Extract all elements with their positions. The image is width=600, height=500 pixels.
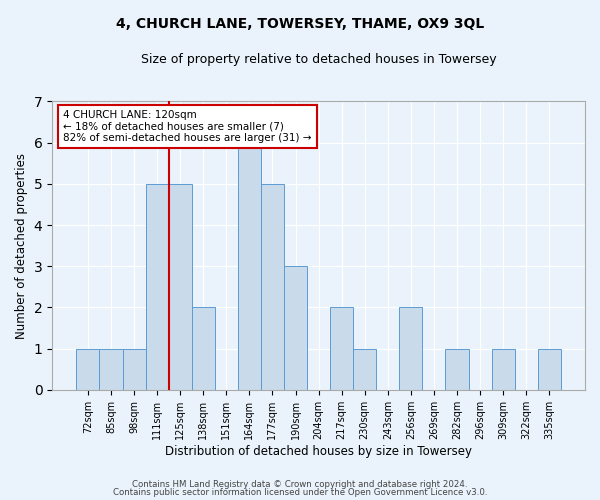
Bar: [146, 184, 169, 390]
Bar: [445, 348, 469, 390]
Text: Contains public sector information licensed under the Open Government Licence v3: Contains public sector information licen…: [113, 488, 487, 497]
Bar: [400, 308, 422, 390]
Bar: [122, 348, 146, 390]
Bar: [238, 142, 261, 390]
Bar: [100, 348, 122, 390]
Bar: [491, 348, 515, 390]
Title: Size of property relative to detached houses in Towersey: Size of property relative to detached ho…: [141, 52, 496, 66]
Y-axis label: Number of detached properties: Number of detached properties: [15, 152, 28, 338]
Bar: [538, 348, 561, 390]
Bar: [330, 308, 353, 390]
Bar: [261, 184, 284, 390]
Bar: [353, 348, 376, 390]
Text: 4, CHURCH LANE, TOWERSEY, THAME, OX9 3QL: 4, CHURCH LANE, TOWERSEY, THAME, OX9 3QL: [116, 18, 484, 32]
Text: Contains HM Land Registry data © Crown copyright and database right 2024.: Contains HM Land Registry data © Crown c…: [132, 480, 468, 489]
Bar: [76, 348, 100, 390]
Bar: [169, 184, 192, 390]
Bar: [192, 308, 215, 390]
Bar: [284, 266, 307, 390]
X-axis label: Distribution of detached houses by size in Towersey: Distribution of detached houses by size …: [165, 444, 472, 458]
Text: 4 CHURCH LANE: 120sqm
← 18% of detached houses are smaller (7)
82% of semi-detac: 4 CHURCH LANE: 120sqm ← 18% of detached …: [63, 110, 311, 143]
